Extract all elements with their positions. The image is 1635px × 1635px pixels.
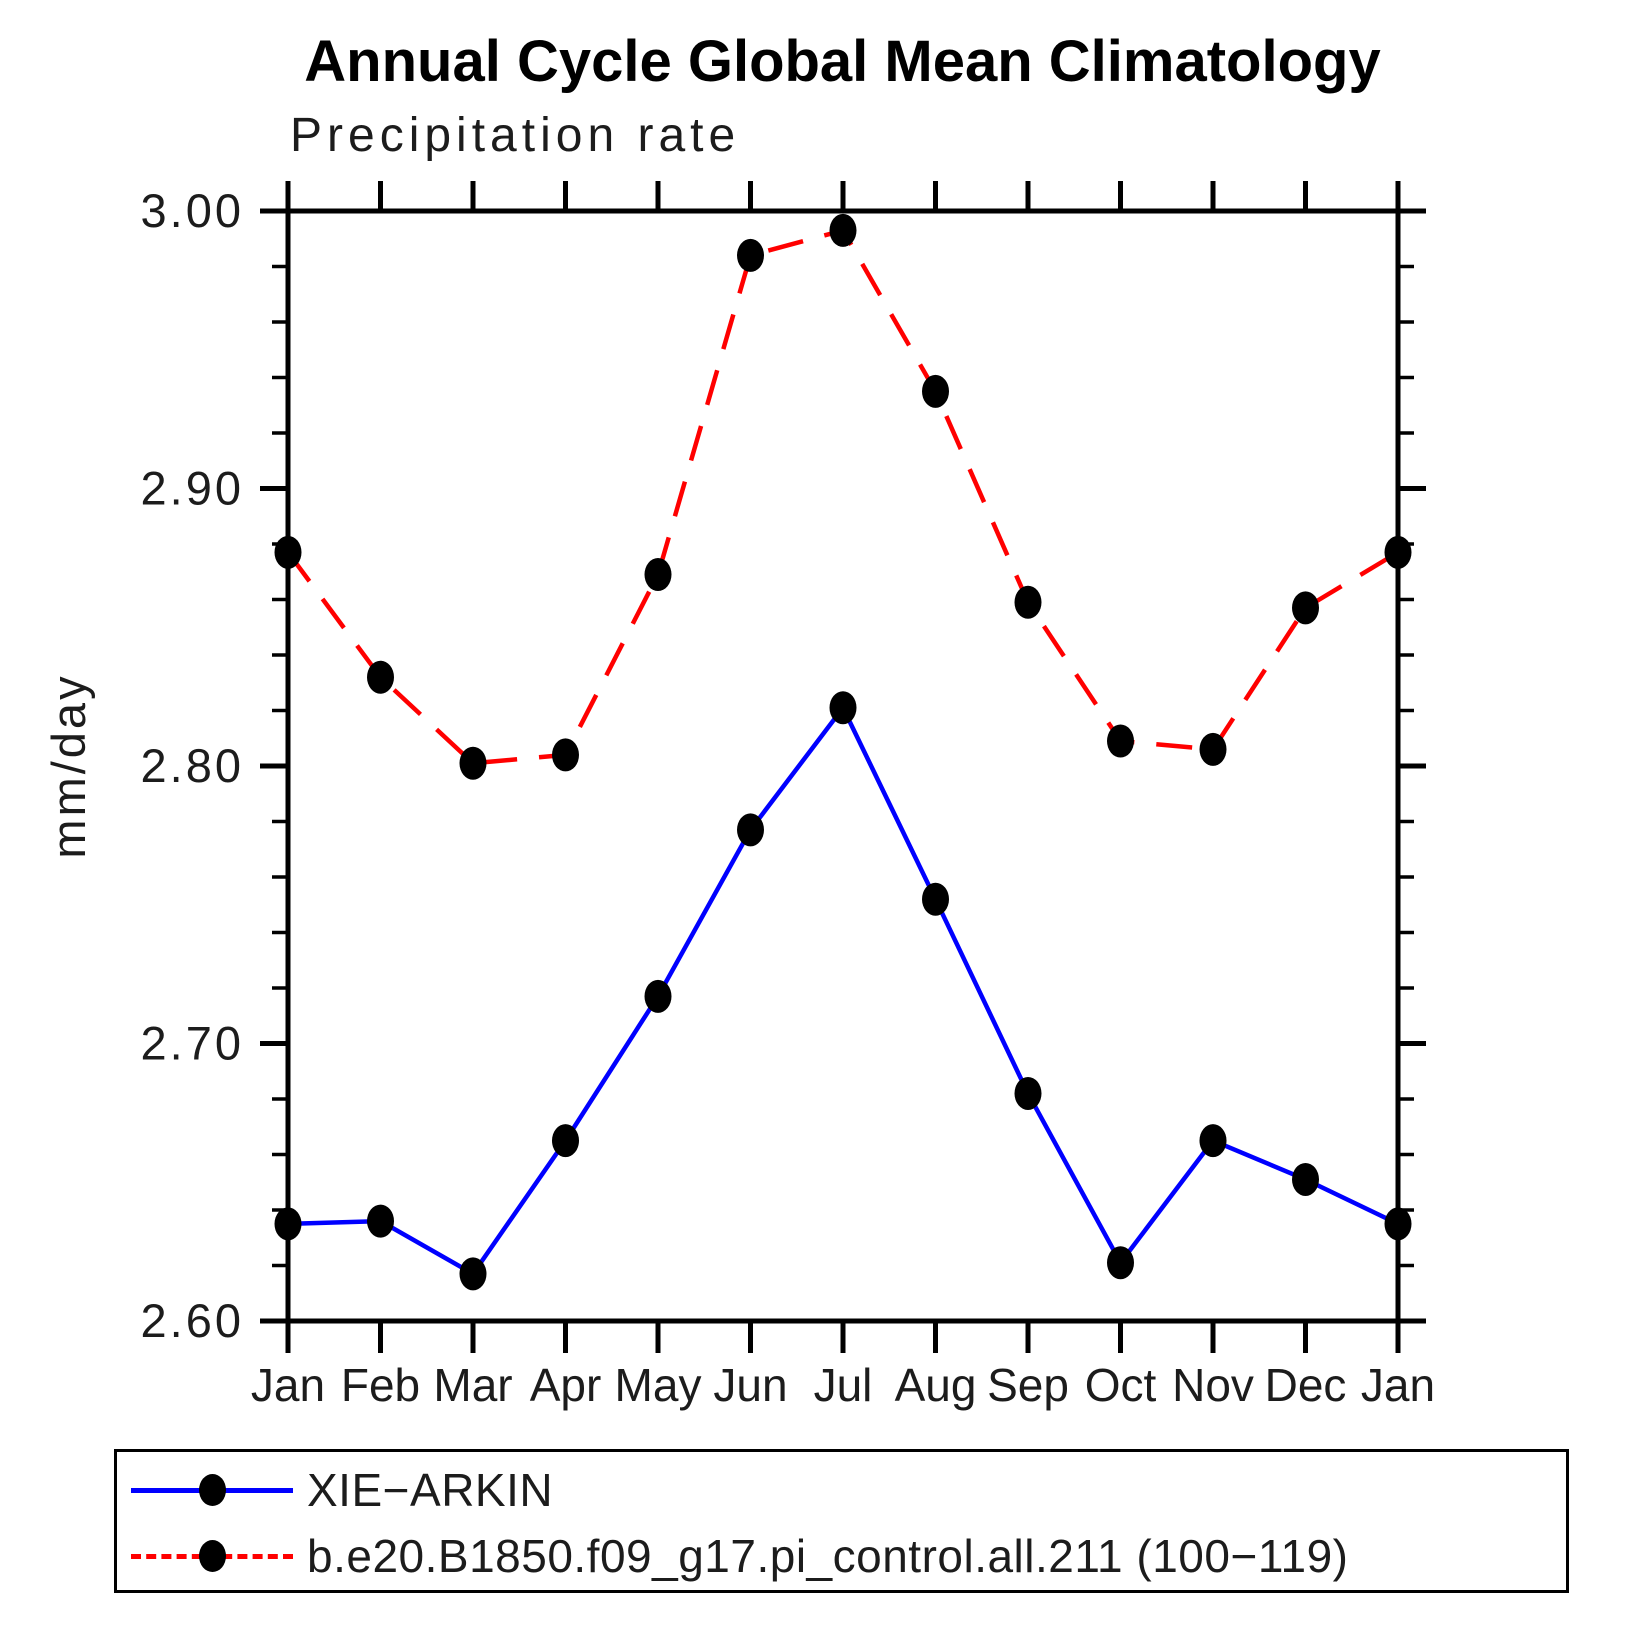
x-tick-label: Jan bbox=[1361, 1359, 1435, 1411]
legend-label-observation: XIE−ARKIN bbox=[307, 1464, 554, 1516]
data-point-marker bbox=[274, 535, 302, 569]
data-point-marker bbox=[459, 1257, 487, 1291]
plot-frame bbox=[285, 208, 1401, 1324]
chart-legend: XIE−ARKIN b.e20.B1850.f09_g17.pi_control… bbox=[114, 1449, 1569, 1593]
data-point-marker bbox=[459, 746, 487, 780]
x-tick-label: Oct bbox=[1085, 1359, 1157, 1411]
legend-entry-model-run: b.e20.B1850.f09_g17.pi_control.all.211 (… bbox=[131, 1530, 1348, 1582]
data-point-marker bbox=[737, 238, 764, 272]
data-point-marker bbox=[829, 691, 857, 725]
data-point-marker bbox=[1292, 1162, 1319, 1196]
black-dot-marker-icon bbox=[199, 1540, 226, 1572]
x-tick-label: May bbox=[615, 1359, 702, 1411]
data-point-marker bbox=[1014, 585, 1042, 619]
y-tick-label: 2.90 bbox=[141, 462, 244, 515]
data-point-marker bbox=[1014, 1076, 1042, 1110]
data-point-marker bbox=[1384, 1207, 1412, 1241]
x-tick-label: Mar bbox=[433, 1359, 512, 1411]
chart-title: Annual Cycle Global Mean Climatology bbox=[304, 29, 1381, 94]
data-point-marker bbox=[829, 213, 857, 247]
x-tick-label: Nov bbox=[1172, 1359, 1254, 1411]
chart-subtitle: Precipitation rate bbox=[290, 109, 741, 162]
legend-label-model: b.e20.B1850.f09_g17.pi_control.all.211 (… bbox=[307, 1530, 1349, 1582]
data-point-marker bbox=[1384, 535, 1412, 569]
data-point-marker bbox=[922, 882, 949, 916]
data-point-marker bbox=[644, 558, 672, 592]
data-point-marker bbox=[552, 738, 579, 772]
x-tick-label: Feb bbox=[341, 1359, 420, 1411]
data-point-marker bbox=[922, 374, 949, 408]
data-point-marker bbox=[737, 813, 764, 847]
legend-entry-xie-arkin: XIE−ARKIN bbox=[131, 1464, 553, 1516]
data-point-marker bbox=[552, 1124, 579, 1158]
data-point-marker bbox=[644, 979, 672, 1013]
series-line-model bbox=[286, 228, 1400, 766]
data-point-marker bbox=[1107, 1246, 1134, 1280]
data-point-marker bbox=[1199, 1124, 1227, 1158]
y-axis-label: mm/day bbox=[42, 673, 95, 858]
y-tick-label: 2.60 bbox=[141, 1294, 244, 1347]
x-tick-label: Jul bbox=[814, 1359, 873, 1411]
series-line-xie-arkin bbox=[287, 705, 1399, 1277]
data-point-marker bbox=[1292, 591, 1319, 625]
y-tick-label: 3.00 bbox=[141, 184, 244, 237]
data-point-marker bbox=[1199, 732, 1227, 766]
x-tick-label: Jan bbox=[251, 1359, 325, 1411]
x-tick-label: Dec bbox=[1265, 1359, 1347, 1411]
data-point-marker bbox=[367, 1204, 394, 1238]
y-tick-label: 2.70 bbox=[141, 1017, 244, 1070]
data-point-marker bbox=[1107, 724, 1134, 758]
x-tick-label: Apr bbox=[530, 1359, 602, 1411]
x-tick-label: Aug bbox=[895, 1359, 977, 1411]
y-tick-label: 2.80 bbox=[141, 739, 244, 792]
x-tick-label: Jun bbox=[713, 1359, 787, 1411]
x-tick-label: Sep bbox=[987, 1359, 1069, 1411]
data-point-marker bbox=[367, 660, 394, 694]
data-point-marker bbox=[274, 1207, 302, 1241]
black-dot-marker-icon bbox=[199, 1474, 226, 1506]
